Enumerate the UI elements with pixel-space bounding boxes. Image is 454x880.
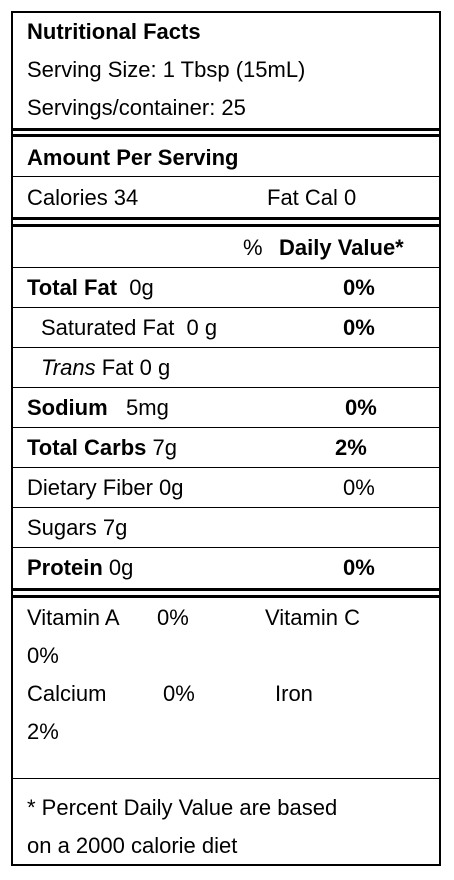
vitamin-c-label: Vitamin C <box>265 605 360 630</box>
nutrient-name: Sodium <box>27 395 108 420</box>
divider <box>13 595 439 598</box>
nutrient-dv: 0% <box>343 555 375 580</box>
nutrient-row-sugars: Sugars 7g <box>27 515 127 541</box>
serving-size: Serving Size: 1 Tbsp (15mL) <box>27 57 306 82</box>
nutrient-dv: 0% <box>343 275 375 300</box>
nutrient-row-total-fat: Total Fat 0g <box>27 275 154 301</box>
divider <box>13 467 439 468</box>
label-title: Nutritional Facts <box>27 19 201 44</box>
divider <box>13 217 439 220</box>
divider <box>13 507 439 508</box>
calories: Calories 34 <box>27 185 139 210</box>
nutrient-amount: 0g <box>129 275 154 300</box>
nutrient-amount: 5mg <box>126 395 169 420</box>
nutrient-name: Fat <box>101 355 134 380</box>
calcium-value: 0% <box>163 681 195 706</box>
vitamin-a-label: Vitamin A <box>27 605 120 630</box>
daily-value-percent-sign: % <box>243 235 263 260</box>
divider <box>13 176 439 177</box>
servings-per-container: Servings/container: 25 <box>27 95 246 120</box>
nutrient-dv: 2% <box>335 435 367 460</box>
nutrient-name: Total Carbs <box>27 435 147 460</box>
divider <box>13 224 439 227</box>
iron-value: 2% <box>27 719 59 744</box>
divider <box>13 134 439 137</box>
divider <box>13 427 439 428</box>
divider <box>13 307 439 308</box>
nutrient-name: Sugars <box>27 515 97 540</box>
nutrient-row-sodium: Sodium 5mg <box>27 395 169 421</box>
nutrient-name: Total Fat <box>27 275 118 300</box>
nutrient-dv: 0% <box>343 315 375 340</box>
nutrient-row-trans-fat: Trans Fat 0 g <box>41 355 170 381</box>
nutrient-dv: 0% <box>343 475 375 500</box>
calcium-label: Calcium <box>27 681 107 706</box>
divider <box>13 778 439 779</box>
divider <box>13 128 439 131</box>
vitamin-a-value: 0% <box>157 605 189 630</box>
divider <box>13 387 439 388</box>
nutrient-amount: 0g <box>159 475 184 500</box>
nutrient-amount: 0g <box>108 555 134 580</box>
nutrient-row-dietary-fiber: Dietary Fiber 0g <box>27 475 184 501</box>
nutrient-row-saturated-fat: Saturated Fat 0 g <box>41 315 217 341</box>
nutrient-row-protein: Protein 0g <box>27 555 133 581</box>
iron-label: Iron <box>275 681 313 706</box>
daily-value-heading: Daily Value* <box>279 235 404 260</box>
nutrient-amount: 0 g <box>186 315 218 340</box>
footnote-line-1: * Percent Daily Value are based <box>27 795 338 820</box>
fat-calories: Fat Cal 0 <box>267 185 357 210</box>
nutrient-amount: 7g <box>102 515 128 540</box>
nutrient-name: Saturated Fat <box>41 315 175 340</box>
nutrient-row-total-carbs: Total Carbs 7g <box>27 435 177 461</box>
nutrient-amount: 7g <box>152 435 177 460</box>
nutrient-amount: 0 g <box>139 355 171 380</box>
divider <box>13 267 439 268</box>
nutrient-name: Protein <box>27 555 103 580</box>
divider <box>13 588 439 591</box>
vitamin-c-value: 0% <box>27 643 59 668</box>
divider <box>13 547 439 548</box>
nutrient-prefix: Trans <box>41 355 96 380</box>
amount-heading: Amount Per Serving <box>27 145 239 170</box>
nutrition-label: Nutritional Facts Serving Size: 1 Tbsp (… <box>11 11 441 866</box>
footnote-line-2: on a 2000 calorie diet <box>27 833 238 858</box>
nutrient-name: Dietary Fiber <box>27 475 153 500</box>
nutrient-dv: 0% <box>345 395 377 420</box>
divider <box>13 347 439 348</box>
